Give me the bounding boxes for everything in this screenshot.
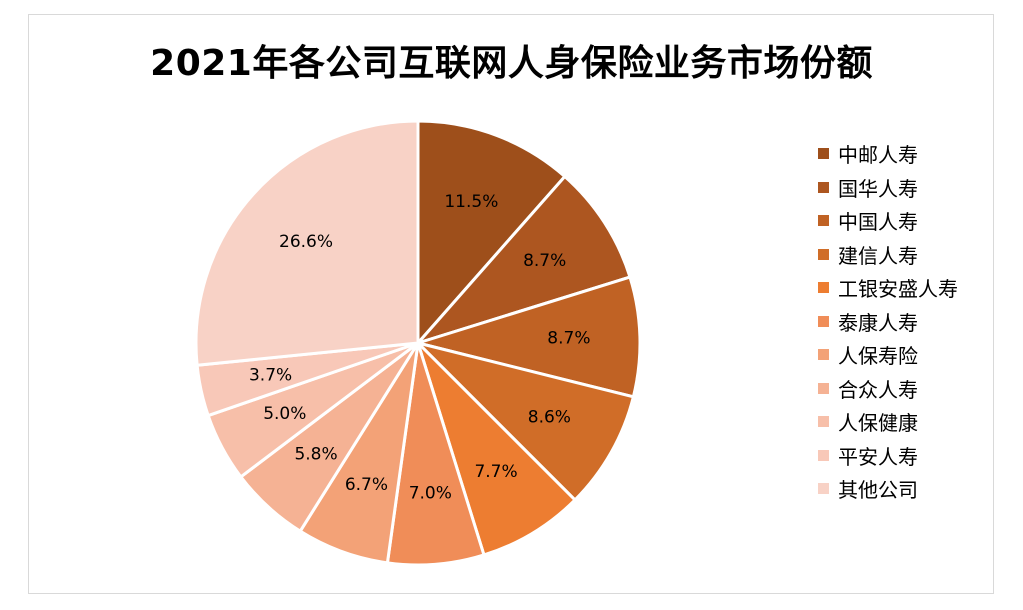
data-label-1: 11.5% [444,192,498,212]
legend-swatch [818,181,829,193]
legend-swatch [818,248,829,260]
legend-item: 中国人寿 [818,204,958,238]
data-label-4: 8.6% [528,407,571,427]
pie-slice-5 [416,341,577,557]
legend-label: 人保健康 [838,411,918,436]
chart-title: 2021年各公司互联网人身保险业务市场份额 [150,43,873,84]
legend-label: 其他公司 [838,478,918,503]
legend-label: 中国人寿 [838,210,918,235]
data-label-2: 8.7% [523,251,566,271]
legend-swatch [818,148,829,160]
legend-swatch [818,449,829,461]
pie-slice-1 [416,119,567,345]
legend-item: 泰康人寿 [818,305,958,339]
legend-swatch [818,483,829,495]
legend-label: 工银安盛人寿 [838,277,958,302]
legend-item: 合众人寿 [818,372,958,406]
legend-item: 工银安盛人寿 [818,271,958,305]
legend-item: 平安人寿 [818,439,958,473]
legend-label: 人保寿险 [838,344,918,369]
data-label-7: 6.7% [345,475,388,495]
legend-label: 泰康人寿 [838,310,918,335]
legend: 中邮人寿国华人寿中国人寿建信人寿工银安盛人寿 泰康人寿人保寿险合众人寿人保健康平安… [818,137,958,506]
legend-label: 合众人寿 [838,377,918,402]
pie-slice-11 [194,119,420,367]
data-label-10: 3.7% [249,365,292,385]
pie-slice-2 [416,174,632,345]
data-label-8: 5.8% [294,444,337,464]
pie-slice-3 [416,275,642,399]
data-label-11: 26.6% [279,232,333,252]
data-label-6: 7.0% [409,483,452,503]
data-label-5: 7.7% [474,462,517,482]
legend-label: 平安人寿 [838,444,918,469]
legend-item: 人保健康 [818,405,958,439]
legend-item: 中邮人寿 [818,137,958,171]
legend-swatch [818,315,829,327]
legend-item: 其他公司 [818,472,958,506]
data-label-3: 8.7% [547,329,590,349]
data-label-9: 5.0% [263,404,306,424]
legend-label: 国华人寿 [838,176,918,201]
legend-swatch [818,416,829,428]
pie-slice-4 [416,341,635,502]
legend-label: 建信人寿 [838,243,918,268]
legend-item: 建信人寿 [818,238,958,272]
legend-swatch [818,215,829,227]
legend-swatch [818,382,829,394]
legend-item: 人保寿险 [818,338,958,372]
legend-item: 国华人寿 [818,171,958,205]
legend-swatch [818,282,829,294]
legend-swatch [818,349,829,361]
legend-label: 中邮人寿 [838,143,918,168]
